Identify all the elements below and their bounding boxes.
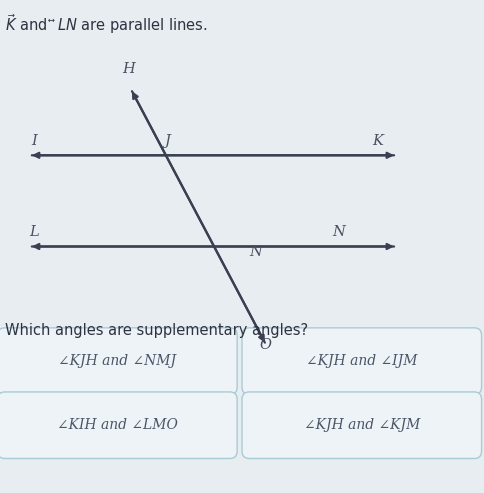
Text: Which angles are supplementary angles?: Which angles are supplementary angles? [5, 323, 308, 338]
FancyBboxPatch shape [242, 392, 482, 458]
FancyBboxPatch shape [0, 392, 237, 458]
Text: $\vec{K}$ and $\overleftrightarrow{LN}$ are parallel lines.: $\vec{K}$ and $\overleftrightarrow{LN}$ … [5, 12, 208, 36]
Text: ∠KJH and ∠KJM: ∠KJH and ∠KJM [303, 418, 420, 432]
Text: I: I [31, 134, 37, 148]
Text: N: N [249, 245, 262, 259]
Text: ∠KJH and ∠NMJ: ∠KJH and ∠NMJ [58, 354, 177, 368]
Text: K: K [372, 134, 383, 148]
Text: ∠KIH and ∠LMO: ∠KIH and ∠LMO [57, 418, 178, 432]
Text: O: O [259, 339, 271, 352]
Text: N: N [333, 225, 345, 239]
FancyBboxPatch shape [242, 328, 482, 394]
Text: L: L [29, 225, 39, 239]
Text: H: H [122, 63, 135, 76]
FancyBboxPatch shape [0, 328, 237, 394]
Text: J: J [164, 134, 170, 148]
Text: ∠KJH and ∠IJM: ∠KJH and ∠IJM [306, 354, 418, 368]
